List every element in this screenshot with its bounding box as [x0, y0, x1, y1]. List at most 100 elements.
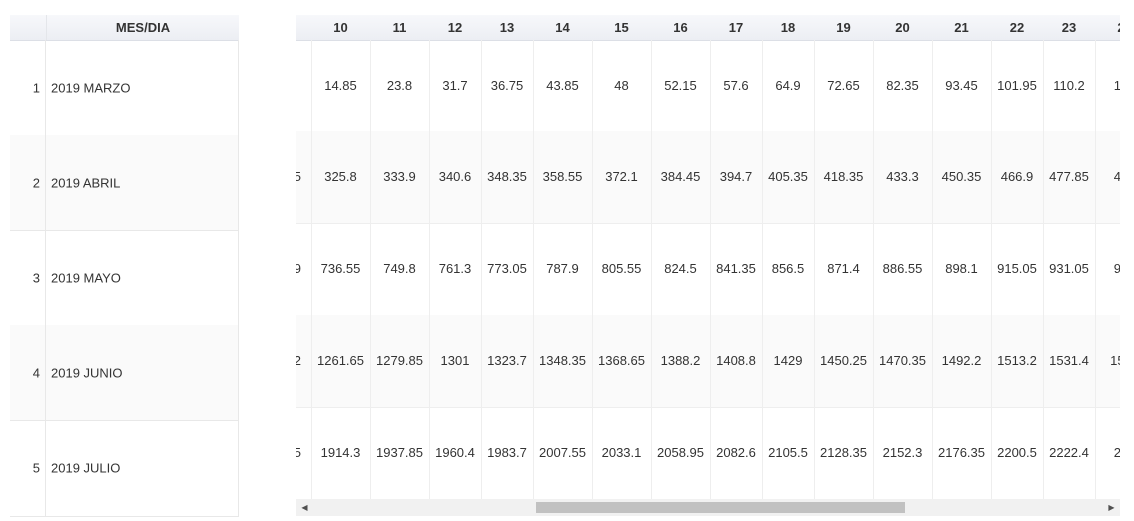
table-cell[interactable]: 82.35 — [873, 40, 933, 131]
table-row[interactable]: 2 1261.65 1279.85 1301 1323.7 1348.35 1368.65 1… — [296, 315, 1120, 408]
table-cell[interactable]: 340.6 — [429, 131, 482, 223]
horizontal-scrollbar[interactable]: ◀ ▶ — [296, 499, 1120, 516]
table-cell[interactable]: 1983.7 — [481, 407, 534, 499]
day-header-14[interactable]: 14 — [555, 20, 570, 35]
table-cell[interactable]: 1450.25 — [814, 315, 874, 407]
day-header-12[interactable]: 12 — [447, 20, 463, 35]
partial-cell[interactable]: 75 — [296, 407, 312, 499]
data-grid[interactable]: 10 11 12 13 14 15 16 17 18 19 20 21 22 23 2 14.85 23.8 3… — [296, 15, 1120, 515]
table-cell[interactable]: 57.6 — [710, 40, 763, 131]
table-cell[interactable]: 31.7 — [429, 40, 482, 131]
table-cell[interactable]: 1348.35 — [533, 315, 593, 407]
day-header-21[interactable]: 21 — [954, 20, 969, 35]
table-cell[interactable]: 856.5 — [762, 223, 815, 315]
table-cell[interactable]: 477.85 — [1043, 131, 1096, 223]
table-cell[interactable]: 761.3 — [429, 223, 482, 315]
table-cell[interactable]: 2200.5 — [991, 407, 1044, 499]
table-cell[interactable]: 871.4 — [814, 223, 874, 315]
day-header-23[interactable]: 23 — [1061, 20, 1077, 35]
table-cell[interactable]: 72.65 — [814, 40, 874, 131]
table-cell[interactable]: 2033.1 — [592, 407, 652, 499]
table-cell[interactable]: 154 — [1095, 315, 1120, 407]
table-cell[interactable]: 333.9 — [370, 131, 430, 223]
table-cell[interactable]: 348.35 — [481, 131, 534, 223]
table-cell[interactable]: 36.75 — [481, 40, 534, 131]
table-cell[interactable]: 405.35 — [762, 131, 815, 223]
table-cell[interactable]: 23.8 — [370, 40, 430, 131]
table-cell[interactable]: 805.55 — [592, 223, 652, 315]
table-cell[interactable]: 1960.4 — [429, 407, 482, 499]
table-cell[interactable]: 394.7 — [710, 131, 763, 223]
table-cell[interactable]: 2007.55 — [533, 407, 593, 499]
month-row[interactable]: 5 2019 JULIO — [10, 420, 239, 517]
day-header-18[interactable]: 18 — [780, 20, 796, 35]
table-cell[interactable]: 14.85 — [311, 40, 371, 131]
table-cell[interactable]: 1492.2 — [932, 315, 992, 407]
table-cell[interactable]: 22 — [1095, 407, 1120, 499]
table-cell[interactable]: 94 — [1095, 223, 1120, 315]
table-cell[interactable]: 2105.5 — [762, 407, 815, 499]
table-cell[interactable]: 915.05 — [991, 223, 1044, 315]
table-cell[interactable]: 43.85 — [533, 40, 593, 131]
header-mes-dia[interactable]: MES/DIA — [115, 20, 171, 35]
table-cell[interactable]: 418.35 — [814, 131, 874, 223]
table-cell[interactable]: 1301 — [429, 315, 482, 407]
table-cell[interactable]: 466.9 — [991, 131, 1044, 223]
day-header-16[interactable]: 16 — [673, 20, 688, 35]
scroll-right-arrow-icon[interactable]: ▶ — [1108, 503, 1115, 512]
table-cell[interactable]: 450.35 — [932, 131, 992, 223]
day-header-17[interactable]: 17 — [728, 20, 744, 35]
table-cell[interactable]: 2222.4 — [1043, 407, 1096, 499]
table-cell[interactable]: 48 — [592, 40, 652, 131]
table-cell[interactable]: 1323.7 — [481, 315, 534, 407]
table-cell[interactable]: 1429 — [762, 315, 815, 407]
table-cell[interactable]: 1408.8 — [710, 315, 763, 407]
table-cell[interactable]: 2058.95 — [651, 407, 711, 499]
table-cell[interactable]: 749.8 — [370, 223, 430, 315]
table-cell[interactable]: 787.9 — [533, 223, 593, 315]
table-cell[interactable]: 101.95 — [991, 40, 1044, 131]
day-header-13[interactable]: 13 — [499, 20, 515, 35]
table-cell[interactable]: 1279.85 — [370, 315, 430, 407]
month-row[interactable]: 2 2019 ABRIL — [10, 135, 239, 231]
table-cell[interactable]: 12 — [1095, 40, 1120, 131]
table-cell[interactable]: 1513.2 — [991, 315, 1044, 407]
table-cell[interactable]: 48 — [1095, 131, 1120, 223]
table-row[interactable]: 75 1914.3 1937.85 1960.4 1983.7 2007.55 2033.1… — [296, 407, 1120, 500]
partial-cell[interactable]: 2 — [296, 315, 312, 407]
table-cell[interactable]: 64.9 — [762, 40, 815, 131]
table-cell[interactable]: 2128.35 — [814, 407, 874, 499]
day-header-15[interactable]: 15 — [614, 20, 629, 35]
table-cell[interactable]: 931.05 — [1043, 223, 1096, 315]
month-row[interactable]: 1 2019 MARZO — [10, 40, 239, 136]
table-cell[interactable]: 384.45 — [651, 131, 711, 223]
day-header-11[interactable]: 11 — [392, 20, 407, 35]
partial-cell[interactable] — [296, 40, 312, 131]
table-cell[interactable]: 2082.6 — [710, 407, 763, 499]
month-row[interactable]: 3 2019 MAYO — [10, 230, 239, 326]
table-cell[interactable]: 2152.3 — [873, 407, 933, 499]
table-cell[interactable]: 358.55 — [533, 131, 593, 223]
table-cell[interactable]: 841.35 — [710, 223, 763, 315]
table-cell[interactable]: 1914.3 — [311, 407, 371, 499]
table-cell[interactable]: 1261.65 — [311, 315, 371, 407]
day-header-20[interactable]: 20 — [895, 20, 910, 35]
table-cell[interactable]: 93.45 — [932, 40, 992, 131]
table-cell[interactable]: 1388.2 — [651, 315, 711, 407]
partial-cell[interactable]: 5 — [296, 131, 312, 223]
table-cell[interactable]: 325.8 — [311, 131, 371, 223]
partial-cell[interactable]: 9 — [296, 223, 312, 315]
month-row[interactable]: 4 2019 JUNIO — [10, 325, 239, 421]
day-header-2[interactable]: 2 — [1095, 15, 1120, 40]
table-cell[interactable]: 773.05 — [481, 223, 534, 315]
table-cell[interactable]: 52.15 — [651, 40, 711, 131]
table-cell[interactable]: 824.5 — [651, 223, 711, 315]
table-cell[interactable]: 110.2 — [1043, 40, 1096, 131]
table-cell[interactable]: 1470.35 — [873, 315, 933, 407]
table-cell[interactable]: 898.1 — [932, 223, 992, 315]
table-cell[interactable]: 2176.35 — [932, 407, 992, 499]
table-cell[interactable]: 736.55 — [311, 223, 371, 315]
day-header-22[interactable]: 22 — [1009, 20, 1025, 35]
table-row[interactable]: 14.85 23.8 31.7 36.75 43.85 48 52.15 57.6 64.9 72… — [296, 40, 1120, 132]
table-row[interactable]: 9 736.55 749.8 761.3 773.05 787.9 805.55 824.5 8… — [296, 223, 1120, 316]
